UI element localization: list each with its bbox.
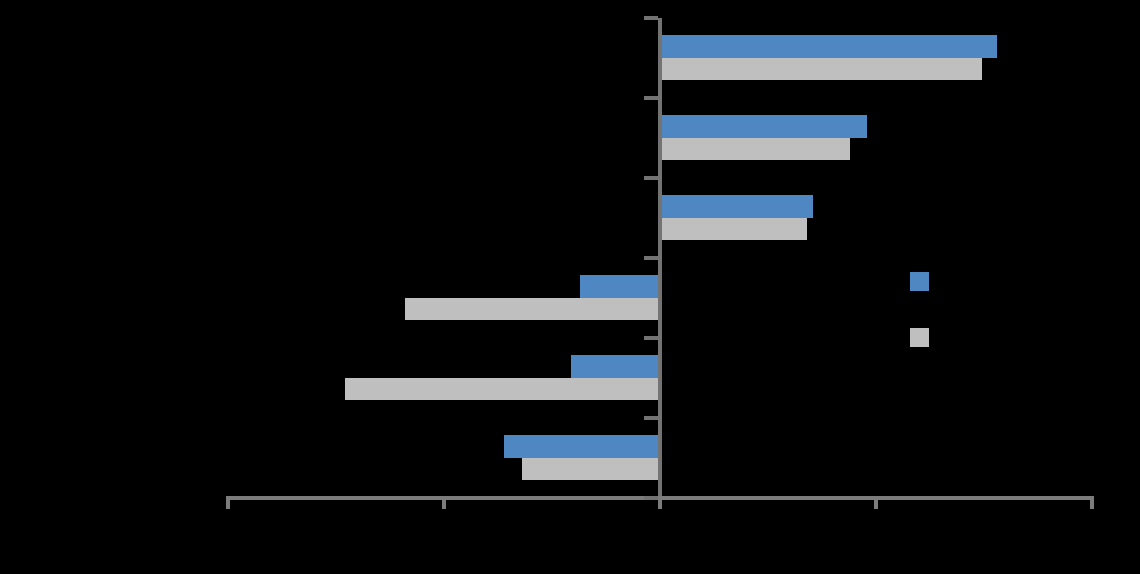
bar-series-1-blue-group-1 <box>660 35 997 58</box>
bar-series-2-gray-group-5 <box>344 378 660 400</box>
y-axis-tick <box>644 176 658 180</box>
bar-series-2-gray-group-3 <box>660 218 807 240</box>
legend-swatch-series-2-gray <box>910 328 929 347</box>
bar-series-1-blue-group-3 <box>660 195 814 218</box>
bar-series-1-blue-group-5 <box>571 355 660 378</box>
y-axis-tick <box>644 96 658 100</box>
bar-series-2-gray-group-6 <box>521 458 660 480</box>
bar-series-2-gray-group-1 <box>660 58 982 80</box>
bar-series-1-blue-group-2 <box>660 115 868 138</box>
y-axis-tick <box>644 416 658 420</box>
bar-series-2-gray-group-4 <box>405 298 660 320</box>
bar-series-1-blue-group-6 <box>504 435 660 458</box>
x-axis-tick <box>658 496 662 509</box>
bar-series-1-blue-group-4 <box>580 275 660 298</box>
y-axis-zero-line <box>658 18 662 500</box>
x-axis-tick <box>1090 496 1094 509</box>
legend-swatch-series-1-blue <box>910 272 929 291</box>
y-axis-tick <box>644 256 658 260</box>
bar-series-2-gray-group-2 <box>660 138 851 160</box>
x-axis-tick <box>874 496 878 509</box>
y-axis-tick <box>644 496 658 500</box>
y-axis-tick <box>644 16 658 20</box>
x-axis-tick <box>442 496 446 509</box>
x-axis-tick <box>226 496 230 509</box>
y-axis-tick <box>644 336 658 340</box>
